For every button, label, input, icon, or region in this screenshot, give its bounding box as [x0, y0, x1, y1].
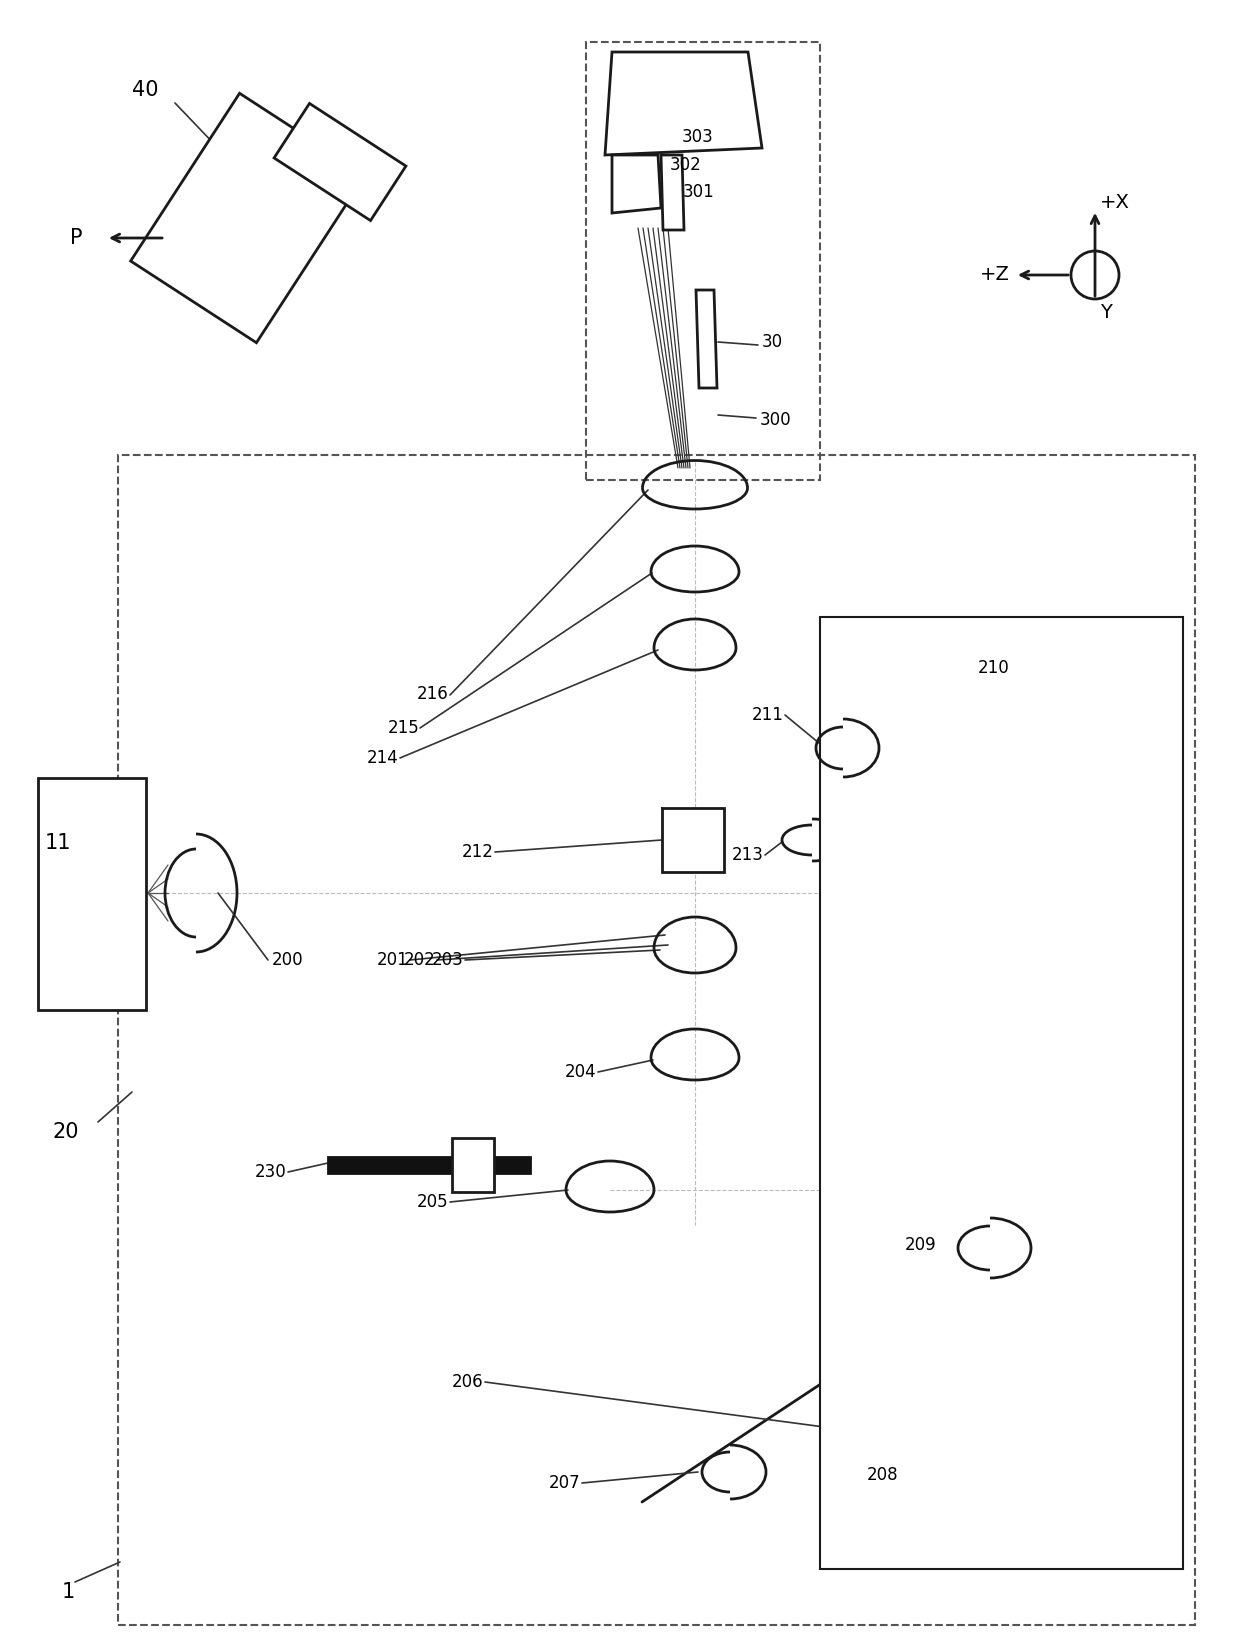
Text: 200: 200	[272, 952, 304, 970]
Bar	[662, 808, 724, 872]
Bar	[118, 454, 1195, 1626]
Bar	[38, 778, 146, 1009]
Bar	[453, 1138, 494, 1193]
Text: 207: 207	[549, 1474, 580, 1492]
Polygon shape	[613, 155, 661, 213]
Text: 213: 213	[732, 846, 764, 864]
Text: 230: 230	[255, 1163, 286, 1181]
Text: 202: 202	[404, 952, 435, 970]
Text: P: P	[69, 228, 82, 248]
Polygon shape	[605, 51, 763, 155]
Text: 11: 11	[45, 833, 72, 852]
Text: 212: 212	[463, 843, 494, 861]
Text: 210: 210	[978, 659, 1009, 677]
Polygon shape	[696, 291, 717, 388]
Text: +X: +X	[1100, 193, 1130, 213]
Text: 201: 201	[377, 952, 409, 970]
Text: 216: 216	[417, 686, 449, 704]
Text: 208: 208	[867, 1465, 899, 1483]
Bar	[329, 1156, 529, 1173]
Polygon shape	[130, 93, 366, 342]
Text: 215: 215	[388, 719, 420, 737]
Text: 203: 203	[432, 952, 464, 970]
Text: 20: 20	[52, 1122, 78, 1142]
Ellipse shape	[1071, 251, 1118, 299]
Text: 204: 204	[565, 1062, 596, 1080]
Text: 40: 40	[131, 79, 159, 101]
Text: 206: 206	[453, 1373, 484, 1391]
Text: 30: 30	[763, 334, 784, 350]
Text: 302: 302	[670, 155, 702, 173]
Bar	[587, 41, 820, 481]
Text: 209: 209	[905, 1236, 936, 1254]
Text: 303: 303	[682, 127, 714, 145]
Text: 214: 214	[367, 748, 399, 767]
Polygon shape	[274, 104, 405, 221]
Polygon shape	[661, 155, 684, 230]
Text: 205: 205	[417, 1193, 449, 1211]
Text: 301: 301	[683, 183, 714, 202]
Text: 211: 211	[751, 705, 784, 724]
Text: +Z: +Z	[980, 266, 1011, 284]
Text: 1: 1	[62, 1583, 76, 1602]
Bar	[820, 616, 1183, 1569]
Text: 300: 300	[760, 411, 791, 430]
Text: Y: Y	[1100, 304, 1112, 322]
